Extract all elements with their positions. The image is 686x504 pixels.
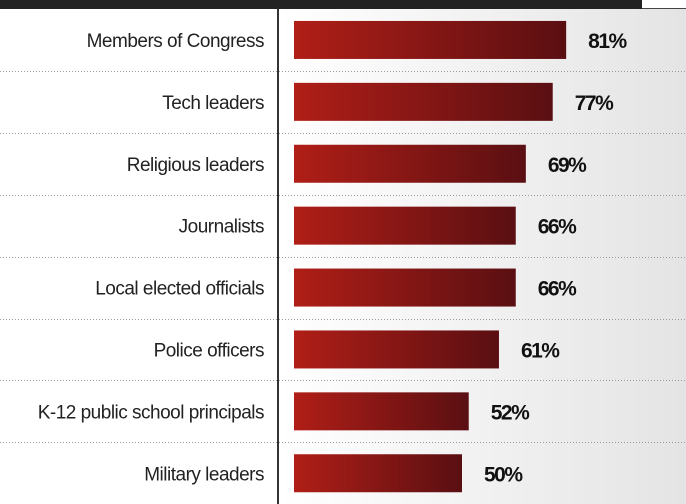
- bar-row-6: [294, 330, 499, 369]
- bar-row-8: [294, 454, 462, 493]
- bar-row-5: [294, 268, 516, 307]
- bar-row-7: [294, 392, 469, 431]
- category-label-row-3: Religious leaders: [127, 155, 264, 176]
- value-label-row-2: 77%: [575, 92, 614, 115]
- category-label-row-7: K-12 public school principals: [38, 402, 264, 423]
- category-label-row-2: Tech leaders: [162, 93, 264, 114]
- bar-row-1: [294, 20, 567, 59]
- value-label-row-5: 66%: [538, 278, 577, 301]
- value-label-row-4: 66%: [538, 216, 577, 239]
- value-label-row-1: 81%: [588, 30, 627, 53]
- bar-row-4: [294, 206, 516, 245]
- bar-row-3: [294, 144, 526, 183]
- bar-row-2: [294, 82, 553, 121]
- category-label-row-1: Members of Congress: [87, 31, 264, 52]
- value-label-row-3: 69%: [548, 154, 587, 177]
- category-labels: Members of Congress Tech leaders Religious…: [38, 31, 265, 485]
- value-label-row-8: 50%: [484, 463, 523, 486]
- category-axis-line: [277, 9, 279, 504]
- row-dividers: [0, 71, 686, 443]
- category-label-row-8: Military leaders: [144, 464, 264, 485]
- value-labels: 81% 77% 69% 66% 66% 61% 52% 50%: [484, 30, 629, 486]
- top-rule-extension: [642, 8, 686, 9]
- category-label-row-6: Police officers: [154, 340, 264, 361]
- category-label-row-4: Journalists: [179, 217, 264, 238]
- bars: [294, 20, 567, 493]
- category-label-row-5: Local elected officials: [95, 279, 264, 300]
- value-label-row-6: 61%: [521, 339, 560, 362]
- value-label-row-7: 52%: [491, 401, 530, 424]
- top-rule: [0, 0, 642, 9]
